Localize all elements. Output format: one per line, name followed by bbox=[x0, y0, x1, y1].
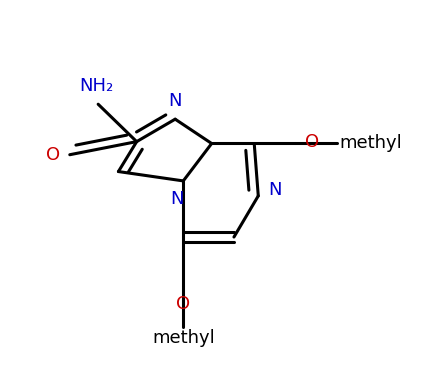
Text: NH₂: NH₂ bbox=[79, 77, 113, 95]
Text: N: N bbox=[269, 181, 282, 199]
Text: methyl: methyl bbox=[339, 135, 402, 152]
Text: O: O bbox=[305, 133, 319, 151]
Text: O: O bbox=[46, 146, 60, 164]
Text: methyl: methyl bbox=[152, 329, 214, 347]
Text: O: O bbox=[176, 295, 190, 313]
Text: N: N bbox=[170, 190, 184, 208]
Text: N: N bbox=[168, 92, 182, 110]
